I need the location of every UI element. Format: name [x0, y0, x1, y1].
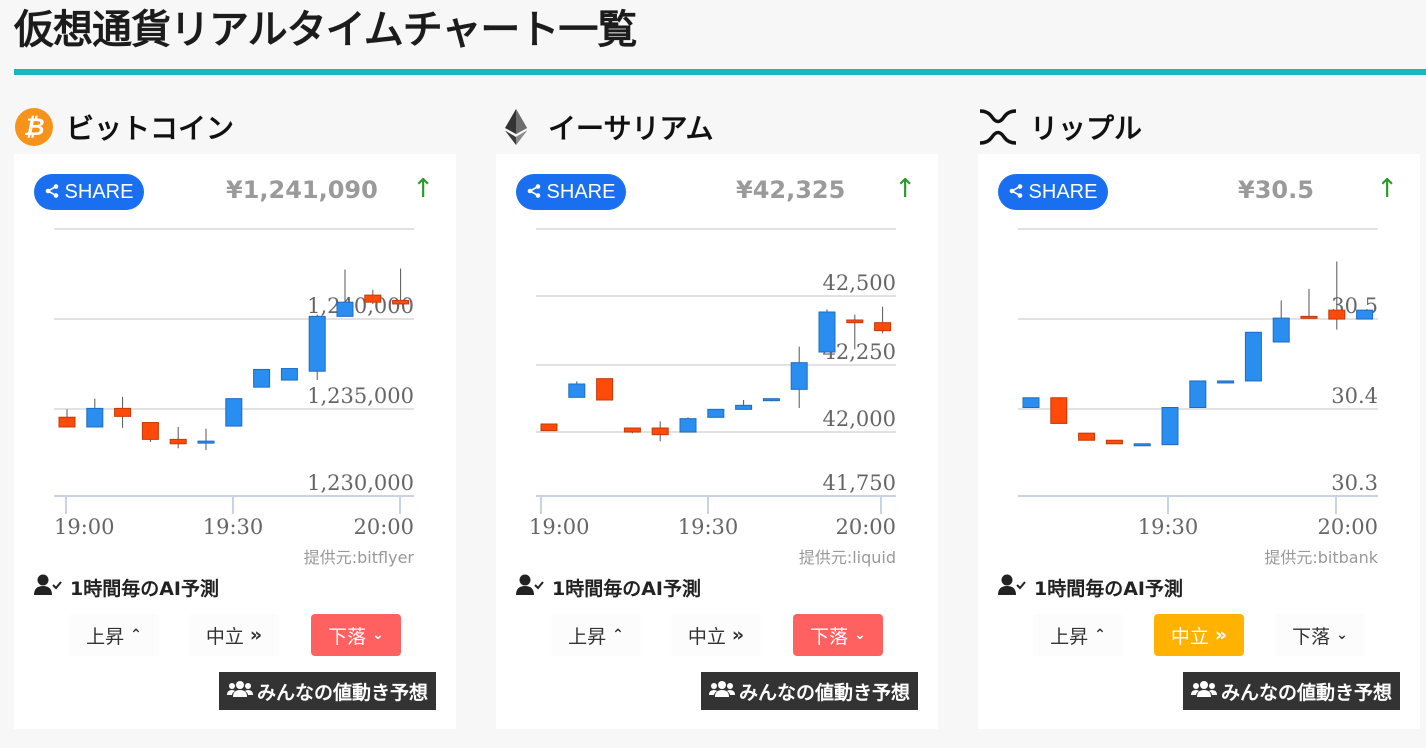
svg-text:20:00: 20:00 [1317, 515, 1378, 539]
ai-title-text: 1時間毎のAI予測 [552, 578, 701, 600]
share-icon [527, 181, 541, 204]
down-label: 下落 [328, 625, 367, 648]
chevron-double-down-icon: ⌄ [1336, 627, 1348, 643]
chevron-double-up-icon: ⌃ [130, 627, 142, 643]
ai-prediction-title: 1時間毎のAI予測 [998, 574, 1183, 601]
user-check-icon [998, 574, 1026, 601]
svg-text:20:00: 20:00 [353, 515, 414, 539]
everyone-label: みんなの値動き予想 [738, 681, 910, 704]
svg-text:19:00: 19:00 [54, 515, 115, 539]
everyone-prediction-button[interactable]: みんなの値動き予想 [218, 672, 436, 710]
predict-neutral-button[interactable]: 中立» [671, 614, 761, 656]
coin-panel-bitcoin: ₿ ビットコイン SHARE ¥1,241,090 ↑ 1,240,000 1,2… [14, 100, 456, 729]
data-source: 提供元:bitbank [1264, 548, 1378, 567]
svg-text:20:00: 20:00 [835, 515, 896, 539]
page-title: 仮想通貨リアルタイムチャート一覧 [14, 7, 637, 53]
neutral-label: 中立 [205, 625, 244, 648]
bitcoin-icon: ₿ [14, 107, 54, 147]
predict-down-button[interactable]: 下落 ⌄ [1275, 614, 1365, 656]
everyone-prediction-button[interactable]: みんなの値動き予想 [1182, 672, 1400, 710]
neutral-label: 中立 [687, 625, 726, 648]
svg-text:1,230,000: 1,230,000 [307, 471, 414, 495]
user-check-icon [34, 574, 62, 601]
neutral-label: 中立 [1170, 625, 1209, 648]
up-arrow-icon: ↑ [412, 174, 434, 204]
users-icon [226, 680, 253, 703]
ai-title-text: 1時間毎のAI予測 [70, 578, 219, 600]
chevron-double-up-icon: ⌃ [612, 627, 624, 643]
coin-panel-ripple: リップル SHARE ¥30.5 ↑ 30.5 30.4 30.3 19:30 20:0… [978, 100, 1420, 729]
data-source: 提供元:liquid [798, 548, 896, 567]
svg-text:19:00: 19:00 [529, 515, 590, 539]
up-arrow-icon: ↑ [894, 174, 916, 204]
down-label: 下落 [810, 625, 849, 648]
down-label: 下落 [1292, 625, 1331, 648]
svg-text:19:30: 19:30 [1138, 515, 1199, 539]
svg-text:19:30: 19:30 [678, 515, 739, 539]
svg-text:30.3: 30.3 [1331, 471, 1378, 495]
chevron-double-up-icon: ⌃ [1094, 627, 1106, 643]
users-icon [708, 680, 735, 703]
predict-neutral-button[interactable]: 中立» [189, 614, 279, 656]
title-rule [14, 69, 1426, 75]
share-icon [1009, 181, 1023, 204]
svg-text:1,235,000: 1,235,000 [307, 384, 414, 408]
svg-text:1,240,000: 1,240,000 [307, 294, 414, 318]
everyone-label: みんなの値動き予想 [256, 681, 428, 704]
predict-down-button[interactable]: 下落 ⌄ [311, 614, 401, 656]
svg-text:42,500: 42,500 [823, 271, 896, 295]
svg-text:30.4: 30.4 [1331, 384, 1378, 408]
candlestick-chart: 1,240,000 1,235,000 1,230,000 19:00 19:30 20:… [54, 228, 414, 539]
share-label: SHARE [1028, 180, 1098, 203]
svg-text:41,750: 41,750 [823, 471, 896, 495]
svg-text:₿: ₿ [23, 113, 44, 141]
up-label: 上昇 [568, 625, 607, 648]
coin-name: リップル [1030, 112, 1143, 145]
data-source: 提供元:bitflyer [303, 548, 414, 567]
chevron-double-right-icon: » [249, 624, 263, 646]
predict-neutral-button[interactable]: 中立» [1154, 614, 1244, 656]
users-icon [1190, 680, 1217, 703]
coin-card: SHARE ¥1,241,090 ↑ 1,240,000 1,235,000 1,2… [14, 154, 456, 729]
share-icon [45, 181, 59, 204]
ai-prediction-title: 1時間毎のAI予測 [34, 574, 219, 601]
share-button[interactable]: SHARE [998, 174, 1108, 210]
candlestick-chart: 30.530.430.319:30 20:00 [1018, 228, 1378, 539]
predict-up-button[interactable]: 上昇 ⌃ [69, 614, 159, 656]
ethereum-icon [496, 107, 536, 147]
everyone-label: みんなの値動き予想 [1220, 681, 1392, 704]
price: ¥1,241,090 [226, 176, 378, 204]
ai-prediction-title: 1時間毎のAI予測 [516, 574, 701, 601]
coin-name: イーサリアム [548, 112, 714, 145]
share-button[interactable]: SHARE [34, 174, 144, 210]
ripple-icon [978, 107, 1018, 147]
share-label: SHARE [546, 180, 616, 203]
price: ¥30.5 [1238, 176, 1314, 204]
chevron-double-down-icon: ⌄ [372, 627, 384, 643]
ai-title-text: 1時間毎のAI予測 [1034, 578, 1183, 600]
everyone-prediction-button[interactable]: みんなの値動き予想 [700, 672, 918, 710]
svg-text:42,000: 42,000 [823, 407, 896, 431]
coin-card: SHARE ¥30.5 ↑ 30.5 30.4 30.3 19:30 20:00 提供元… [978, 154, 1420, 729]
share-label: SHARE [64, 180, 134, 203]
coin-name: ビットコイン [66, 112, 235, 145]
up-label: 上昇 [1050, 625, 1089, 648]
predict-up-button[interactable]: 上昇 ⌃ [551, 614, 641, 656]
svg-text:19:30: 19:30 [203, 515, 264, 539]
coin-panel-ethereum: イーサリアム SHARE ¥42,325 ↑ 42,500 42,250 42,00… [496, 100, 938, 729]
price: ¥42,325 [736, 176, 846, 204]
chevron-double-right-icon: » [731, 624, 745, 646]
predict-up-button[interactable]: 上昇 ⌃ [1033, 614, 1123, 656]
up-arrow-icon: ↑ [1376, 174, 1398, 204]
share-button[interactable]: SHARE [516, 174, 626, 210]
user-check-icon [516, 574, 544, 601]
coin-card: SHARE ¥42,325 ↑ 42,500 42,250 42,000 41,750… [496, 154, 938, 729]
chevron-double-down-icon: ⌄ [854, 627, 866, 643]
predict-down-button[interactable]: 下落 ⌄ [793, 614, 883, 656]
chevron-double-right-icon: » [1214, 624, 1228, 646]
up-label: 上昇 [86, 625, 125, 648]
